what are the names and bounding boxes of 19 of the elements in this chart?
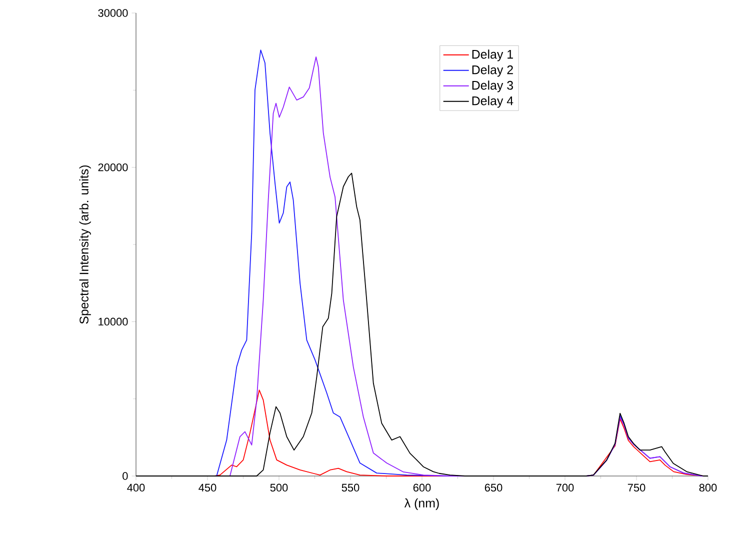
x-tick-label: 750 <box>628 484 646 492</box>
legend-label: Delay 2 <box>472 65 513 77</box>
y-tick-label: 0 <box>122 472 128 480</box>
x-tick-label: 500 <box>270 484 288 492</box>
y-tick-label: 30000 <box>98 9 128 17</box>
y-axis-title: Spectral Intensity (arb. units) <box>79 165 91 324</box>
x-tick-label: 800 <box>699 484 717 492</box>
y-tick-label: 10000 <box>98 318 128 326</box>
x-tick-label: 400 <box>127 484 145 492</box>
legend-label: Delay 4 <box>472 96 514 108</box>
x-tick-label: 650 <box>484 484 502 492</box>
x-tick-label: 700 <box>556 484 574 492</box>
x-tick-label: 600 <box>413 484 431 492</box>
legend-label: Delay 1 <box>472 50 513 62</box>
legend-label: Delay 3 <box>472 80 513 92</box>
x-tick-label: 450 <box>198 484 216 492</box>
y-tick-label: 20000 <box>98 163 128 172</box>
x-axis-title: λ (nm) <box>404 498 439 510</box>
x-tick-label: 550 <box>342 484 360 492</box>
